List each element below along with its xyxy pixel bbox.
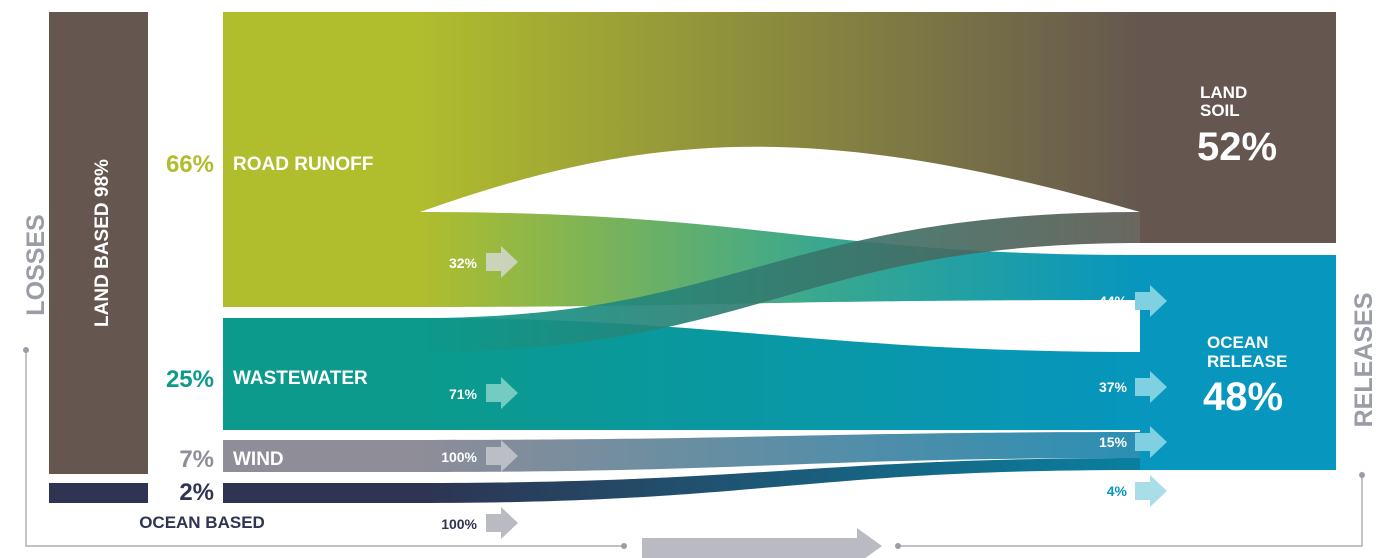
land-soil-line2: SOIL: [1200, 101, 1240, 120]
ocean-release-line2: RELEASE: [1207, 352, 1287, 371]
wastewater-node: [223, 318, 420, 430]
wastewater-label: WASTEWATER: [233, 368, 368, 389]
releases-connector-dot: [1359, 472, 1365, 478]
dest-flow-pct-44: 44%: [1099, 293, 1128, 309]
direction-arrow-icon: [642, 528, 882, 558]
arrow-icon: [486, 246, 518, 278]
wind-flow-pct: 100%: [441, 449, 477, 465]
releases-connector-line: [898, 475, 1363, 547]
road-runoff-pct: 66%: [166, 151, 214, 178]
dest-flow-pct-37: 37%: [1099, 379, 1128, 395]
road-runoff-flow-pct: 32%: [449, 255, 478, 271]
wind-label: WIND: [233, 449, 284, 470]
wastewater-pct: 25%: [166, 366, 214, 393]
road-runoff-node: [223, 12, 420, 307]
releases-label: RELEASES: [1350, 293, 1378, 428]
wind-node: [223, 440, 420, 472]
ocean-based-bar: [49, 483, 148, 503]
arrow-icon: [1135, 426, 1167, 458]
flow-wastewater-to-ocean: [420, 318, 1140, 430]
arrow-icon: [1135, 475, 1167, 507]
ocean-based-label: OCEAN BASED: [139, 513, 265, 532]
arrow-icon: [1135, 371, 1167, 403]
connector-dot: [621, 543, 627, 549]
dest-flow-pct-15: 15%: [1099, 434, 1128, 450]
ocean-based-pct: 2%: [179, 479, 214, 506]
land-soil-pct: 52%: [1197, 125, 1277, 169]
flow-ocean-based-to-ocean: [420, 458, 1140, 503]
flow-wastewater-to-land-soil: [420, 212, 1140, 352]
land-based-bar: [49, 12, 148, 474]
flow-road-runoff-to-ocean: [420, 212, 1140, 307]
ocean-release-node: [1140, 255, 1336, 470]
flow-road-runoff-to-land-soil: [420, 12, 1140, 212]
ocean-based-flow-pct: 100%: [441, 516, 477, 532]
flow-wind-to-ocean: [420, 432, 1140, 472]
losses-label: LOSSES: [22, 214, 50, 315]
land-soil-line1: LAND: [1200, 83, 1247, 102]
ocean-release-line1: OCEAN: [1207, 333, 1268, 352]
wind-pct: 7%: [179, 446, 214, 473]
dest-flow-pct-4: 4%: [1107, 483, 1128, 499]
land-soil-node: [1140, 12, 1336, 243]
losses-connector-line: [25, 350, 624, 547]
ocean-based-node: [223, 483, 420, 503]
arrow-icon: [1135, 285, 1167, 317]
land-based-label: LAND BASED 98%: [92, 159, 113, 327]
ocean-release-pct: 48%: [1203, 375, 1283, 419]
road-runoff-label: ROAD RUNOFF: [233, 154, 373, 175]
wastewater-flow-pct: 71%: [449, 386, 478, 402]
arrow-icon: [486, 507, 518, 539]
arrow-icon: [486, 377, 518, 409]
arrow-icon: [486, 440, 518, 472]
